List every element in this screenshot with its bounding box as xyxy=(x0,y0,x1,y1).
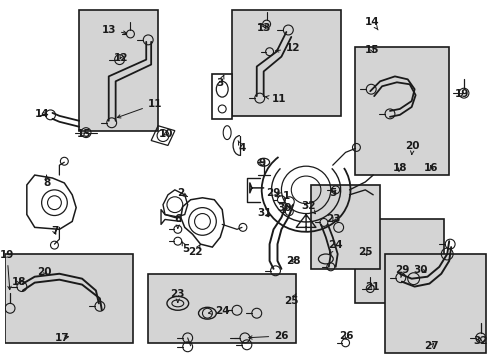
Text: 13: 13 xyxy=(102,25,126,35)
Text: 9: 9 xyxy=(258,158,264,168)
Text: 1: 1 xyxy=(276,191,289,201)
Text: 32: 32 xyxy=(472,336,487,346)
Bar xyxy=(148,274,296,343)
Text: 19: 19 xyxy=(0,250,14,290)
Text: 25: 25 xyxy=(357,247,372,257)
Text: 7: 7 xyxy=(51,226,58,236)
Text: 30: 30 xyxy=(277,203,291,213)
Bar xyxy=(5,254,133,343)
Text: 18: 18 xyxy=(12,276,26,287)
Bar xyxy=(310,185,379,269)
Text: 20: 20 xyxy=(405,141,419,154)
Text: 14: 14 xyxy=(364,17,379,30)
Text: 29: 29 xyxy=(395,265,409,278)
Text: 30: 30 xyxy=(412,265,427,275)
Text: 28: 28 xyxy=(285,256,300,266)
Text: 31: 31 xyxy=(257,208,271,217)
Text: 5: 5 xyxy=(328,188,336,198)
Bar xyxy=(355,220,443,303)
Text: 24: 24 xyxy=(208,306,229,316)
Text: 10: 10 xyxy=(159,129,173,139)
Text: 20: 20 xyxy=(37,267,52,277)
Text: 5: 5 xyxy=(182,241,189,254)
Text: 26: 26 xyxy=(339,331,353,341)
Bar xyxy=(79,10,158,131)
Text: 23: 23 xyxy=(326,215,340,225)
Text: 26: 26 xyxy=(248,331,288,341)
Bar xyxy=(232,10,340,116)
Text: 23: 23 xyxy=(170,289,184,302)
Text: 15: 15 xyxy=(77,129,91,139)
Text: 12: 12 xyxy=(113,53,127,63)
Text: 21: 21 xyxy=(364,282,379,292)
Text: 29: 29 xyxy=(266,188,280,198)
Text: 18: 18 xyxy=(392,163,406,173)
Text: 17: 17 xyxy=(55,333,69,343)
Text: 32: 32 xyxy=(301,201,316,214)
Text: 8: 8 xyxy=(43,175,50,188)
Text: 22: 22 xyxy=(188,244,203,257)
Text: 11: 11 xyxy=(265,94,286,104)
Text: 3: 3 xyxy=(216,75,224,88)
Text: 15: 15 xyxy=(364,45,379,55)
Text: 6: 6 xyxy=(174,215,181,228)
Bar xyxy=(212,75,232,119)
Text: 27: 27 xyxy=(423,341,438,351)
Text: 11: 11 xyxy=(117,99,162,118)
Text: 25: 25 xyxy=(284,294,298,306)
Bar xyxy=(355,47,448,175)
Text: 16: 16 xyxy=(423,163,438,173)
Text: 24: 24 xyxy=(328,240,342,253)
Text: 2: 2 xyxy=(177,188,187,198)
Text: 19: 19 xyxy=(454,89,468,99)
Text: 14: 14 xyxy=(35,109,50,119)
Text: 4: 4 xyxy=(238,141,245,153)
Bar xyxy=(384,254,485,353)
Text: 12: 12 xyxy=(275,43,300,53)
Text: 13: 13 xyxy=(256,23,270,33)
